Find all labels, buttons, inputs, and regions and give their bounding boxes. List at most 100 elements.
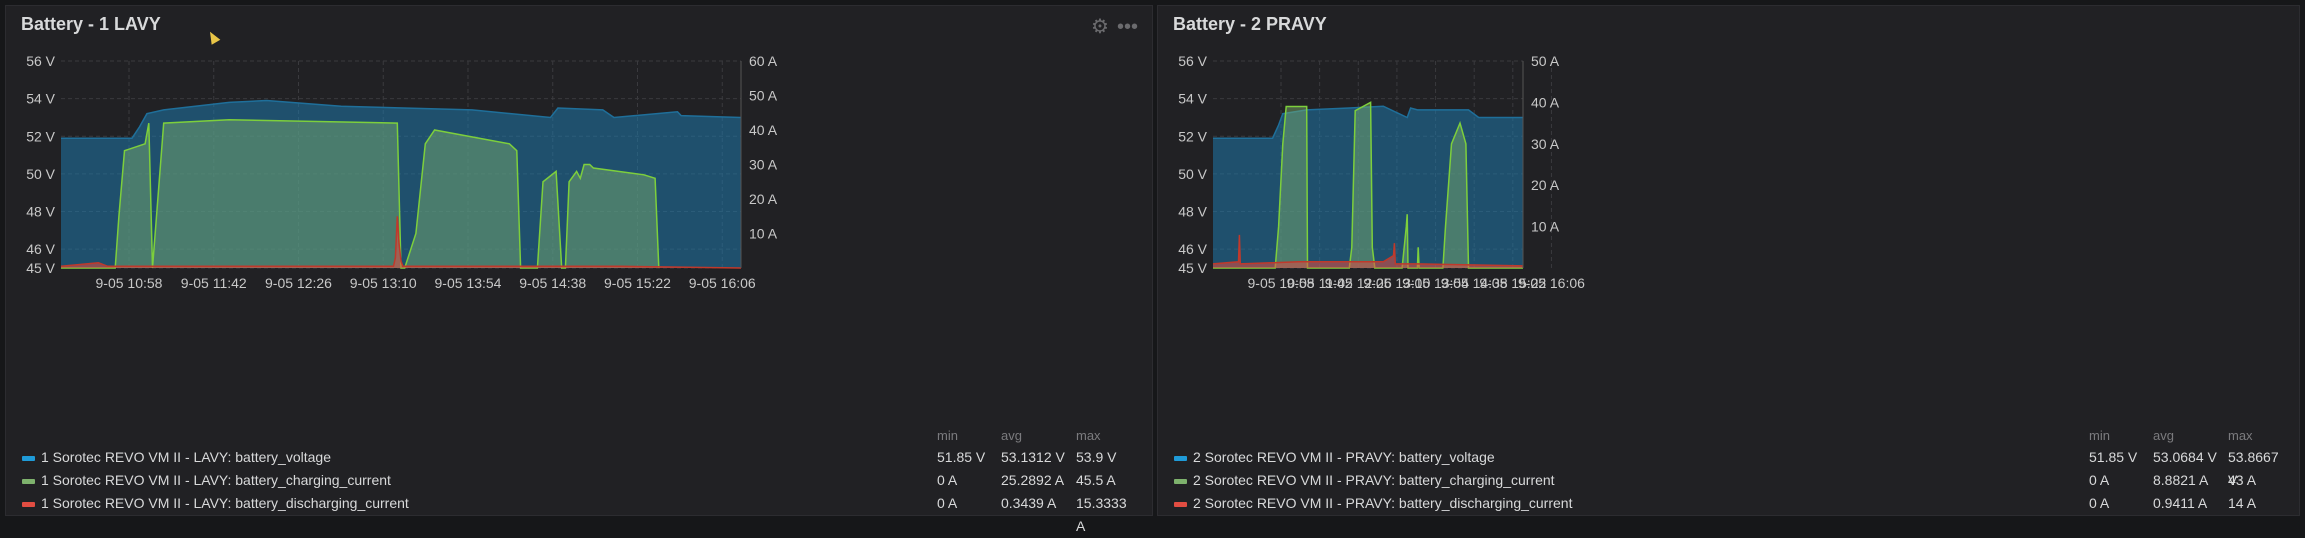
y-left-tick-label: 50 V [1178, 166, 1207, 182]
y-left-tick-label: 45 V [1178, 260, 1207, 276]
legend-min: 51.85 V [2089, 449, 2138, 465]
legend-min: 0 A [2089, 472, 2110, 488]
legend-max: 15.3333 A [1076, 495, 1127, 534]
series-line [1213, 105, 1523, 139]
x-tick-label: 9-05 16:06 [689, 275, 756, 291]
legend-item[interactable]: 1 Sorotec REVO VM II - LAVY: battery_vol… [22, 446, 1136, 469]
series-line [1212, 234, 1524, 267]
y-right-tick-label: 50 A [749, 88, 778, 104]
series-area [61, 100, 741, 268]
legend-header-avg: avg [2153, 428, 2174, 443]
legend: min avg max 2 Sorotec REVO VM II - PRAVY… [1174, 426, 2283, 515]
x-tick-label: 9-05 13:54 [435, 275, 502, 291]
panel-battery-1: Battery - 1 LAVY ⚙ ••• 56 V 54 V 52 V 50 V 48… [5, 5, 1154, 534]
legend-item[interactable]: 2 Sorotec REVO VM II - PRAVY: battery_di… [1174, 492, 2283, 515]
series-color-swatch [1174, 501, 1187, 507]
x-tick-label: 9-05 10:58 [1248, 275, 1315, 291]
series-color-swatch [22, 478, 35, 484]
series-area [1213, 234, 1523, 268]
ellipsis-icon[interactable]: ••• [1116, 16, 1138, 38]
x-tick-label: 9-05 13:10 [350, 275, 417, 291]
y-right-tick-label: 30 A [749, 157, 778, 173]
legend-item[interactable]: 2 Sorotec REVO VM II - PRAVY: battery_vo… [1174, 446, 2283, 488]
legend-max: 53.9 V [1076, 449, 1117, 465]
legend-series-name: 2 Sorotec REVO VM II - PRAVY: battery_di… [1193, 495, 1573, 511]
legend-header-avg: avg [1001, 428, 1022, 443]
series-line [61, 99, 742, 139]
series-line [61, 118, 660, 269]
y-left-tick-label: 46 V [26, 241, 55, 257]
legend-series-name: 2 Sorotec REVO VM II - PRAVY: battery_ch… [1193, 472, 1555, 488]
x-tick-label: 9-05 15:22 [1479, 275, 1546, 291]
x-tick-label: 9-05 12:26 [265, 275, 332, 291]
legend-avg: 53.1312 V [1001, 449, 1065, 465]
y-left-tick-label: 52 V [26, 128, 55, 144]
chart-battery-2[interactable]: 56 V54 V52 V50 V48 V46 V45 V9-05 10:589-… [1158, 46, 2301, 294]
series-color-swatch [1174, 455, 1187, 461]
legend-header-max: max [2228, 428, 2253, 443]
series-line [60, 216, 742, 269]
legend-item[interactable]: 2 Sorotec REVO VM II - PRAVY: battery_ch… [1174, 469, 2283, 492]
y-right-tick-label: 60 A [749, 53, 778, 69]
legend-avg: 0.3439 A [1001, 495, 1057, 511]
series-area [61, 119, 659, 268]
y-left-tick-label: 48 V [1178, 204, 1207, 220]
legend-item[interactable]: 1 Sorotec REVO VM II - LAVY: battery_dis… [22, 492, 1136, 534]
y-right-tick-label: 40 A [1531, 94, 1560, 110]
legend-avg: 53.0684 V [2153, 449, 2217, 465]
y-right-tick-label: 50 A [1531, 53, 1560, 69]
chart-battery-1[interactable]: 56 V 54 V 52 V 50 V 48 V 46 V 45 V 9-05 10:58 9-… [6, 46, 1154, 294]
legend-min: 0 A [2089, 495, 2110, 511]
y-left-tick-label: 56 V [1178, 53, 1207, 69]
panel-title[interactable]: Battery - 2 PRAVY [1173, 14, 1327, 34]
x-tick-label: 9-05 11:42 [1287, 275, 1353, 291]
y-left-tick-label: 54 V [26, 91, 55, 107]
x-tick-label: 9-05 11:42 [181, 275, 247, 291]
legend-series-name: 2 Sorotec REVO VM II - PRAVY: battery_vo… [1193, 449, 1495, 465]
legend-header-min: min [2089, 428, 2110, 443]
legend-max: 43 A [2228, 472, 2257, 488]
x-tick-label: 9-05 12:26 [1325, 275, 1392, 291]
y-left-tick-label: 56 V [26, 53, 55, 69]
legend-avg: 8.8821 A [2153, 472, 2209, 488]
legend-series-name: 1 Sorotec REVO VM II - LAVY: battery_dis… [41, 495, 409, 511]
y-right-tick-label: 20 A [749, 191, 778, 207]
legend-series-name: 1 Sorotec REVO VM II - LAVY: battery_vol… [41, 449, 331, 465]
series-color-swatch [22, 455, 35, 461]
panel-menu: ⚙ ••• [1083, 14, 1138, 39]
legend-max: 53.8667 V [2228, 449, 2279, 488]
y-left-tick-label: 45 V [26, 260, 55, 276]
y-right-tick-label: 10 A [1531, 219, 1560, 235]
y-right-tick-label: 30 A [1531, 136, 1560, 152]
panel-battery-2: Battery - 2 PRAVY 56 V 54 V 52 V 50 V 48 V 46… [1157, 5, 2300, 516]
legend-min: 0 A [937, 472, 958, 488]
y-left-tick-label: 48 V [26, 204, 55, 220]
legend-avg: 0.9411 A [2153, 495, 2208, 511]
y-left-tick-label: 46 V [1178, 241, 1207, 257]
x-tick-label: 9-05 13:10 [1363, 275, 1430, 291]
mouse-cursor-icon [205, 29, 221, 45]
legend-min: 0 A [937, 495, 958, 511]
series-color-swatch [1174, 478, 1187, 484]
legend-series-name: 1 Sorotec REVO VM II - LAVY: battery_cha… [41, 472, 391, 488]
y-right-tick-label: 10 A [749, 226, 778, 242]
y-right-tick-label: 40 A [749, 122, 778, 138]
legend-header: min avg max [22, 426, 1136, 446]
y-left-tick-label: 54 V [1178, 91, 1207, 107]
x-tick-label: 9-05 10:58 [96, 275, 163, 291]
x-tick-label: 9-05 14:38 [1441, 275, 1508, 291]
gear-icon[interactable]: ⚙ [1091, 16, 1109, 38]
legend-min: 51.85 V [937, 449, 986, 465]
legend-max: 45.5 A [1076, 472, 1116, 488]
x-tick-label: 9-05 16:06 [1518, 275, 1585, 291]
legend-header-max: max [1076, 428, 1101, 443]
legend-item[interactable]: 1 Sorotec REVO VM II - LAVY: battery_cha… [22, 469, 1136, 492]
legend: min avg max 1 Sorotec REVO VM II - LAVY:… [22, 426, 1136, 534]
y-left-tick-label: 50 V [26, 166, 55, 182]
x-tick-label: 9-05 15:22 [604, 275, 671, 291]
panel-title[interactable]: Battery - 1 LAVY [21, 14, 161, 34]
x-tick-label: 9-05 13:54 [1402, 275, 1469, 291]
legend-header-min: min [937, 428, 958, 443]
legend-avg: 25.2892 A [1001, 472, 1065, 488]
legend-max: 14 A [2228, 495, 2257, 511]
